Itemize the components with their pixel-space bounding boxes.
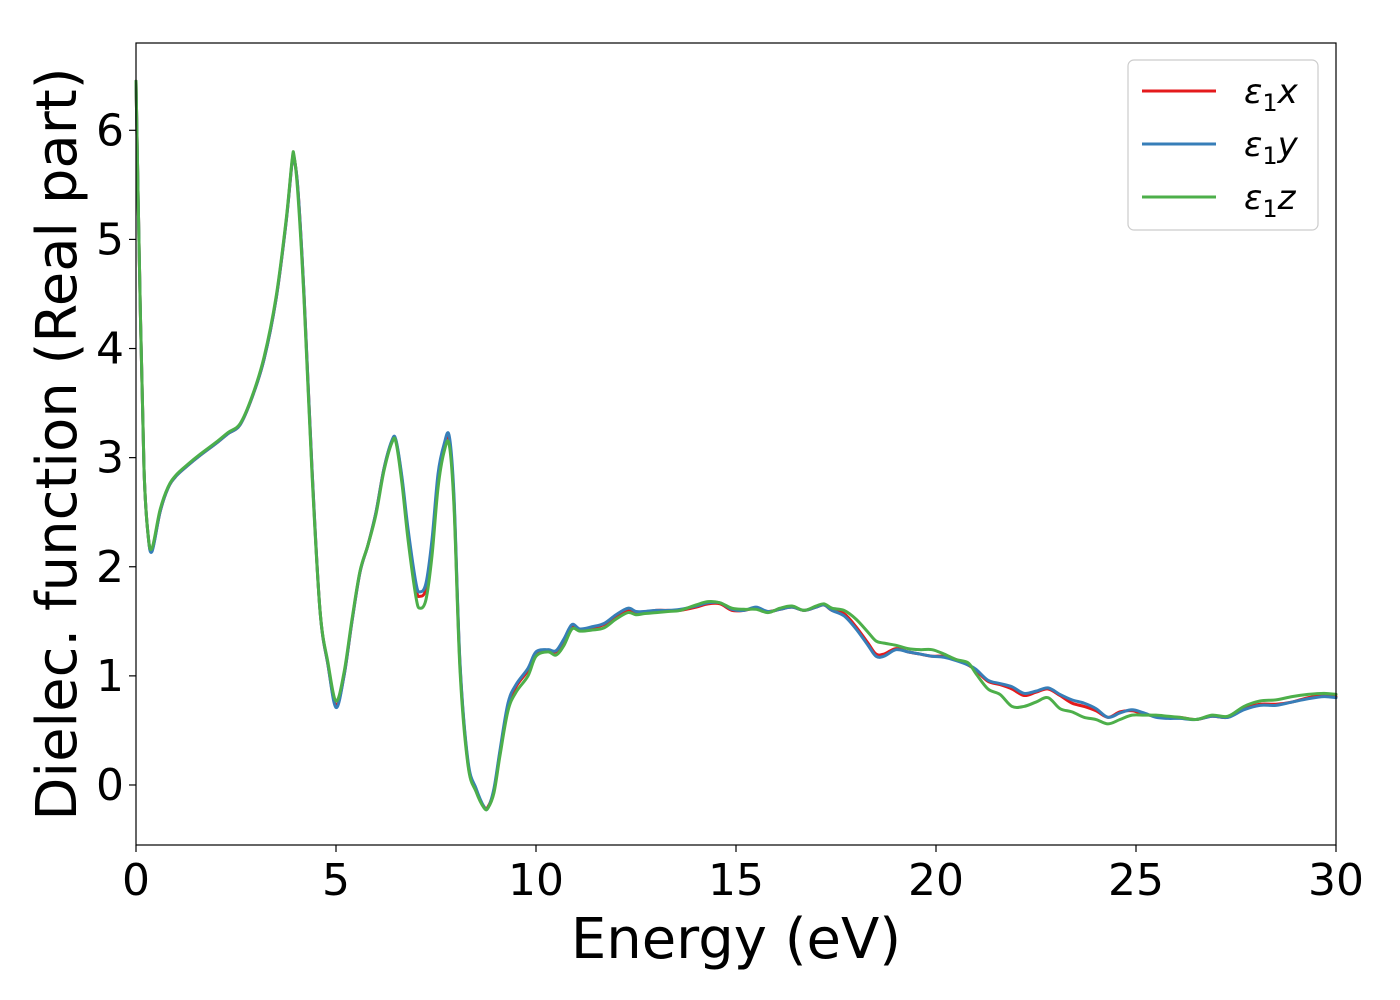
y-tick-label: 0 <box>96 760 124 811</box>
x-axis-ticks: 0 5 10 15 20 25 30 <box>122 845 1364 906</box>
series-layer <box>134 79 1338 812</box>
x-tick-label: 0 <box>122 855 150 906</box>
y-tick-label: 6 <box>96 105 124 156</box>
legend: ε1x ε1y ε1z <box>1127 59 1319 231</box>
x-tick-label: 25 <box>1108 855 1164 906</box>
y-axis-title: Dielec. function (Real part) <box>25 67 90 820</box>
legend-box <box>1127 59 1319 231</box>
x-tick-label: 10 <box>508 855 564 906</box>
y-tick-label: 5 <box>96 214 124 265</box>
y-tick-label: 3 <box>96 433 124 484</box>
x-axis-title: Energy (eV) <box>571 907 901 972</box>
x-tick-label: 30 <box>1308 855 1364 906</box>
y-tick-label: 1 <box>96 651 124 702</box>
legend-label-y: ε1y <box>1244 125 1299 170</box>
series-line-z <box>134 79 1338 812</box>
y-tick-label: 4 <box>96 324 124 375</box>
x-tick-label: 20 <box>908 855 964 906</box>
x-tick-label: 15 <box>708 855 764 906</box>
y-axis-ticks: 0 1 2 3 4 5 6 <box>96 105 136 811</box>
legend-label-x: ε1x <box>1244 72 1299 117</box>
legend-label-z: ε1z <box>1244 178 1297 223</box>
x-tick-label: 5 <box>322 855 350 906</box>
y-tick-label: 2 <box>96 542 124 593</box>
legend-items: ε1x ε1y ε1z <box>1142 72 1299 223</box>
